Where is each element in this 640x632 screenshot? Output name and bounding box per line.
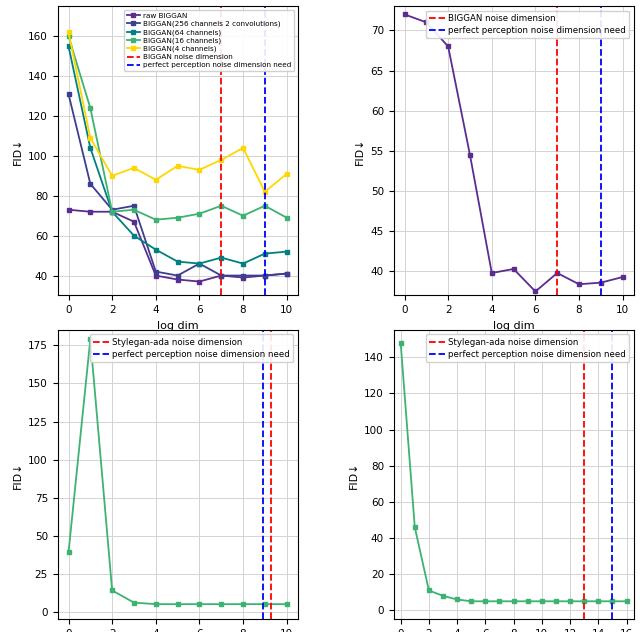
BIGGAN(4 channels) (239, 144, 247, 152)
BIGGAN(256 channels 2 convolutions) (283, 270, 291, 277)
BIGGAN(16 channels) (152, 216, 159, 224)
Y-axis label: FID↓: FID↓ (355, 137, 365, 165)
BIGGAN(16 channels) (108, 208, 116, 216)
Legend: Stylegan-ada noise dimension, perfect perception noise dimension need: Stylegan-ada noise dimension, perfect pe… (426, 334, 629, 362)
BIGGAN(64 channels) (130, 232, 138, 240)
BIGGAN(16 channels) (283, 214, 291, 221)
BIGGAN(4 channels) (173, 162, 182, 169)
BIGGAN(64 channels) (173, 258, 182, 265)
BIGGAN(16 channels) (173, 214, 182, 221)
BIGGAN noise dimension (554, 589, 561, 597)
BIGGAN(64 channels) (218, 254, 225, 262)
Stylegan-ada noise dimension (580, 605, 588, 612)
perfect perception noise dimension need (259, 608, 266, 616)
BIGGAN(256 channels 2 convolutions) (173, 272, 182, 279)
BIGGAN noise dimension (218, 351, 225, 359)
BIGGAN(64 channels) (108, 208, 116, 216)
BIGGAN(256 channels 2 convolutions) (130, 202, 138, 210)
X-axis label: log dim: log dim (493, 321, 534, 331)
BIGGAN(4 channels) (108, 172, 116, 179)
raw BIGGAN (108, 208, 116, 216)
BIGGAN(256 channels 2 convolutions) (196, 260, 204, 267)
perfect perception noise dimension need (261, 351, 269, 359)
raw BIGGAN (283, 270, 291, 277)
Line: BIGGAN(16 channels): BIGGAN(16 channels) (66, 33, 289, 222)
BIGGAN(4 channels) (152, 176, 159, 184)
BIGGAN noise dimension (218, 349, 225, 357)
raw BIGGAN (261, 272, 269, 279)
Stylegan-ada noise dimension (268, 608, 275, 616)
perfect perception noise dimension need (259, 607, 266, 614)
Legend: Stylegan-ada noise dimension, perfect perception noise dimension need: Stylegan-ada noise dimension, perfect pe… (90, 334, 293, 362)
BIGGAN(256 channels 2 convolutions) (261, 272, 269, 279)
BIGGAN(16 channels) (239, 212, 247, 219)
BIGGAN(4 channels) (261, 188, 269, 195)
Stylegan-ada noise dimension (268, 607, 275, 614)
Y-axis label: FID↓: FID↓ (12, 461, 22, 489)
BIGGAN(64 channels) (261, 250, 269, 257)
Line: raw BIGGAN: raw BIGGAN (66, 207, 289, 284)
BIGGAN(16 channels) (261, 202, 269, 210)
raw BIGGAN (196, 277, 204, 285)
BIGGAN(64 channels) (86, 144, 94, 152)
Y-axis label: FID↓: FID↓ (349, 461, 358, 489)
perfect perception noise dimension need (261, 349, 269, 357)
BIGGAN(16 channels) (130, 206, 138, 214)
BIGGAN(4 channels) (196, 166, 204, 174)
X-axis label: log dim: log dim (157, 321, 198, 331)
BIGGAN(256 channels 2 convolutions) (218, 272, 225, 279)
Title: (b) raw BIGGAN on CIFAR10: (b) raw BIGGAN on CIFAR10 (432, 363, 595, 377)
Y-axis label: FID↓: FID↓ (13, 137, 22, 165)
raw BIGGAN (130, 218, 138, 226)
raw BIGGAN (218, 272, 225, 279)
Stylegan-ada noise dimension (580, 607, 588, 614)
Title: (a) Crop BIGGAN on CIFAR10: (a) Crop BIGGAN on CIFAR10 (93, 363, 262, 377)
Legend: raw BIGGAN, BIGGAN(256 channels 2 convolutions), BIGGAN(64 channels), BIGGAN(16 : raw BIGGAN, BIGGAN(256 channels 2 convol… (124, 10, 294, 71)
BIGGAN(256 channels 2 convolutions) (65, 90, 72, 98)
Line: BIGGAN(64 channels): BIGGAN(64 channels) (66, 44, 289, 266)
BIGGAN(64 channels) (65, 42, 72, 50)
BIGGAN(64 channels) (239, 260, 247, 267)
raw BIGGAN (239, 274, 247, 281)
BIGGAN(256 channels 2 convolutions) (108, 206, 116, 214)
BIGGAN(256 channels 2 convolutions) (239, 272, 247, 279)
BIGGAN noise dimension (554, 581, 561, 588)
BIGGAN(64 channels) (152, 246, 159, 253)
BIGGAN(4 channels) (130, 164, 138, 172)
Legend: BIGGAN noise dimension, perfect perception noise dimension need: BIGGAN noise dimension, perfect percepti… (426, 11, 629, 38)
BIGGAN(64 channels) (283, 248, 291, 255)
raw BIGGAN (173, 276, 182, 283)
perfect perception noise dimension need (609, 605, 616, 612)
BIGGAN(64 channels) (196, 260, 204, 267)
perfect perception noise dimension need (597, 581, 605, 588)
Line: BIGGAN(256 channels 2 convolutions): BIGGAN(256 channels 2 convolutions) (66, 92, 289, 278)
BIGGAN(16 channels) (86, 104, 94, 112)
Line: BIGGAN(4 channels): BIGGAN(4 channels) (66, 30, 289, 194)
BIGGAN(256 channels 2 convolutions) (152, 268, 159, 276)
BIGGAN(4 channels) (86, 134, 94, 142)
BIGGAN(4 channels) (283, 170, 291, 178)
BIGGAN(4 channels) (218, 156, 225, 164)
BIGGAN(16 channels) (65, 32, 72, 40)
BIGGAN(16 channels) (196, 210, 204, 217)
perfect perception noise dimension need (609, 607, 616, 614)
perfect perception noise dimension need (597, 589, 605, 597)
raw BIGGAN (86, 208, 94, 216)
BIGGAN(4 channels) (65, 28, 72, 36)
BIGGAN(256 channels 2 convolutions) (86, 180, 94, 188)
raw BIGGAN (65, 206, 72, 214)
BIGGAN(16 channels) (218, 202, 225, 210)
raw BIGGAN (152, 272, 159, 279)
